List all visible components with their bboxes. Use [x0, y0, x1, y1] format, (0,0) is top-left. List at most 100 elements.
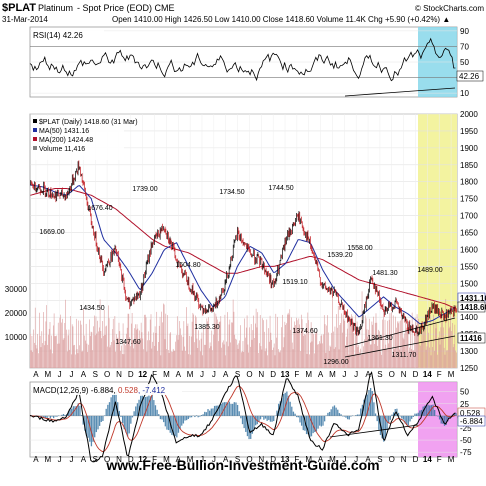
volume-bar [327, 315, 328, 368]
macd-histogram-bar [335, 407, 337, 416]
volume-bar [366, 329, 368, 368]
volume-bar [280, 350, 282, 368]
volume-bar [43, 312, 44, 368]
volume-bar [34, 342, 35, 368]
volume-bar [57, 322, 59, 368]
volume-bar [37, 333, 38, 368]
macd-histogram-bar [172, 415, 175, 436]
macd-histogram-bar [197, 415, 199, 418]
volume-bar [154, 326, 156, 368]
volume-bar [70, 315, 71, 368]
volume-bar [83, 308, 84, 368]
macd-histogram-bar [383, 415, 385, 442]
macd-histogram-bar [220, 403, 222, 416]
volume-bar [314, 353, 315, 368]
volume-bar [175, 341, 176, 368]
volume-bar [433, 314, 434, 368]
month-label: N [258, 455, 264, 464]
volume-bar [236, 344, 238, 368]
month-label: A [223, 370, 229, 379]
volume-bar [323, 334, 324, 368]
macd-histogram-bar [314, 415, 316, 433]
macd-histogram-bar [407, 415, 410, 426]
month-label: F [437, 455, 442, 464]
month-label: A [176, 370, 182, 379]
price-tick-label: 1900 [460, 144, 478, 153]
volume-bar [126, 327, 128, 368]
month-label: J [354, 370, 358, 379]
volume-bar [55, 336, 57, 368]
volume-bar [138, 340, 139, 368]
volume-bar [346, 336, 347, 368]
month-label: M [448, 370, 455, 379]
price-legend-item: $PLAT (Daily) 1418.60 (31 Mar) [39, 119, 138, 126]
volume-bar [108, 305, 109, 368]
macd-histogram-bar [80, 415, 83, 416]
volume-bar [414, 334, 415, 368]
volume-bar [97, 320, 98, 368]
volume-bar [294, 321, 295, 368]
volume-bar [126, 333, 127, 368]
volume-bar [117, 337, 118, 368]
volume-bar [374, 343, 375, 368]
macd-histogram-bar [360, 408, 362, 416]
price-annotation: 1734.50 [219, 189, 244, 196]
macd-histogram-bar [358, 414, 360, 416]
volume-bar [254, 337, 255, 368]
volume-bar [179, 321, 181, 368]
volume-bar [209, 348, 210, 368]
macd-histogram-bar [317, 415, 319, 429]
volume-bar [129, 337, 130, 368]
month-label: M [44, 370, 51, 379]
volume-bar [396, 327, 397, 368]
watermark: www.Free-Bullion-Investment-Guide.com [105, 457, 379, 473]
volume-bar [401, 314, 403, 368]
volume-bar [296, 320, 298, 368]
macd-histogram-bar [74, 406, 76, 416]
macd-histogram-bar [455, 413, 457, 416]
macd-histogram-bar [322, 415, 324, 426]
rsi-tick-label: 10 [460, 89, 469, 98]
volume-bar [155, 332, 157, 368]
macd-histogram-bar [138, 399, 140, 416]
price-annotation: 1739.00 [132, 186, 157, 193]
volume-bar [145, 317, 147, 368]
volume-bar [262, 318, 263, 368]
volume-bar [79, 345, 80, 368]
price-annotation: 1434.50 [79, 305, 104, 312]
volume-bar [298, 318, 300, 368]
macd-histogram-bar [102, 415, 104, 421]
macd-histogram-bar [67, 411, 70, 416]
volume-bar [130, 346, 131, 368]
volume-bar [207, 321, 208, 368]
macd-histogram-bar [94, 415, 96, 438]
month-label: F [294, 455, 299, 464]
volume-bar [273, 343, 275, 368]
volume-bar [205, 327, 207, 368]
price-tick-label: 1650 [460, 229, 478, 238]
volume-bar [173, 350, 175, 368]
volume-bar [31, 335, 33, 368]
volume-bar [319, 343, 321, 368]
volume-bar [372, 324, 373, 368]
volume-bar [36, 348, 38, 368]
volume-bar [347, 322, 349, 368]
volume-bar [222, 340, 224, 368]
volume-bar [69, 349, 70, 368]
month-label: J [342, 370, 346, 379]
month-label: M [163, 455, 170, 464]
volume-bar [443, 347, 445, 368]
rsi-trendline [344, 87, 456, 97]
volume-bar [227, 312, 228, 368]
month-label: J [70, 455, 74, 464]
month-label: A [223, 455, 229, 464]
macd-histogram-bar [232, 403, 234, 416]
volume-bar [255, 308, 257, 368]
macd-histogram-bar [87, 415, 89, 438]
macd-histogram-bar [84, 415, 86, 431]
volume-bar [407, 324, 409, 368]
volume-bar [397, 321, 398, 368]
volume-bar [60, 314, 61, 368]
macd-histogram-bar [125, 415, 127, 433]
volume-bar [247, 344, 249, 368]
